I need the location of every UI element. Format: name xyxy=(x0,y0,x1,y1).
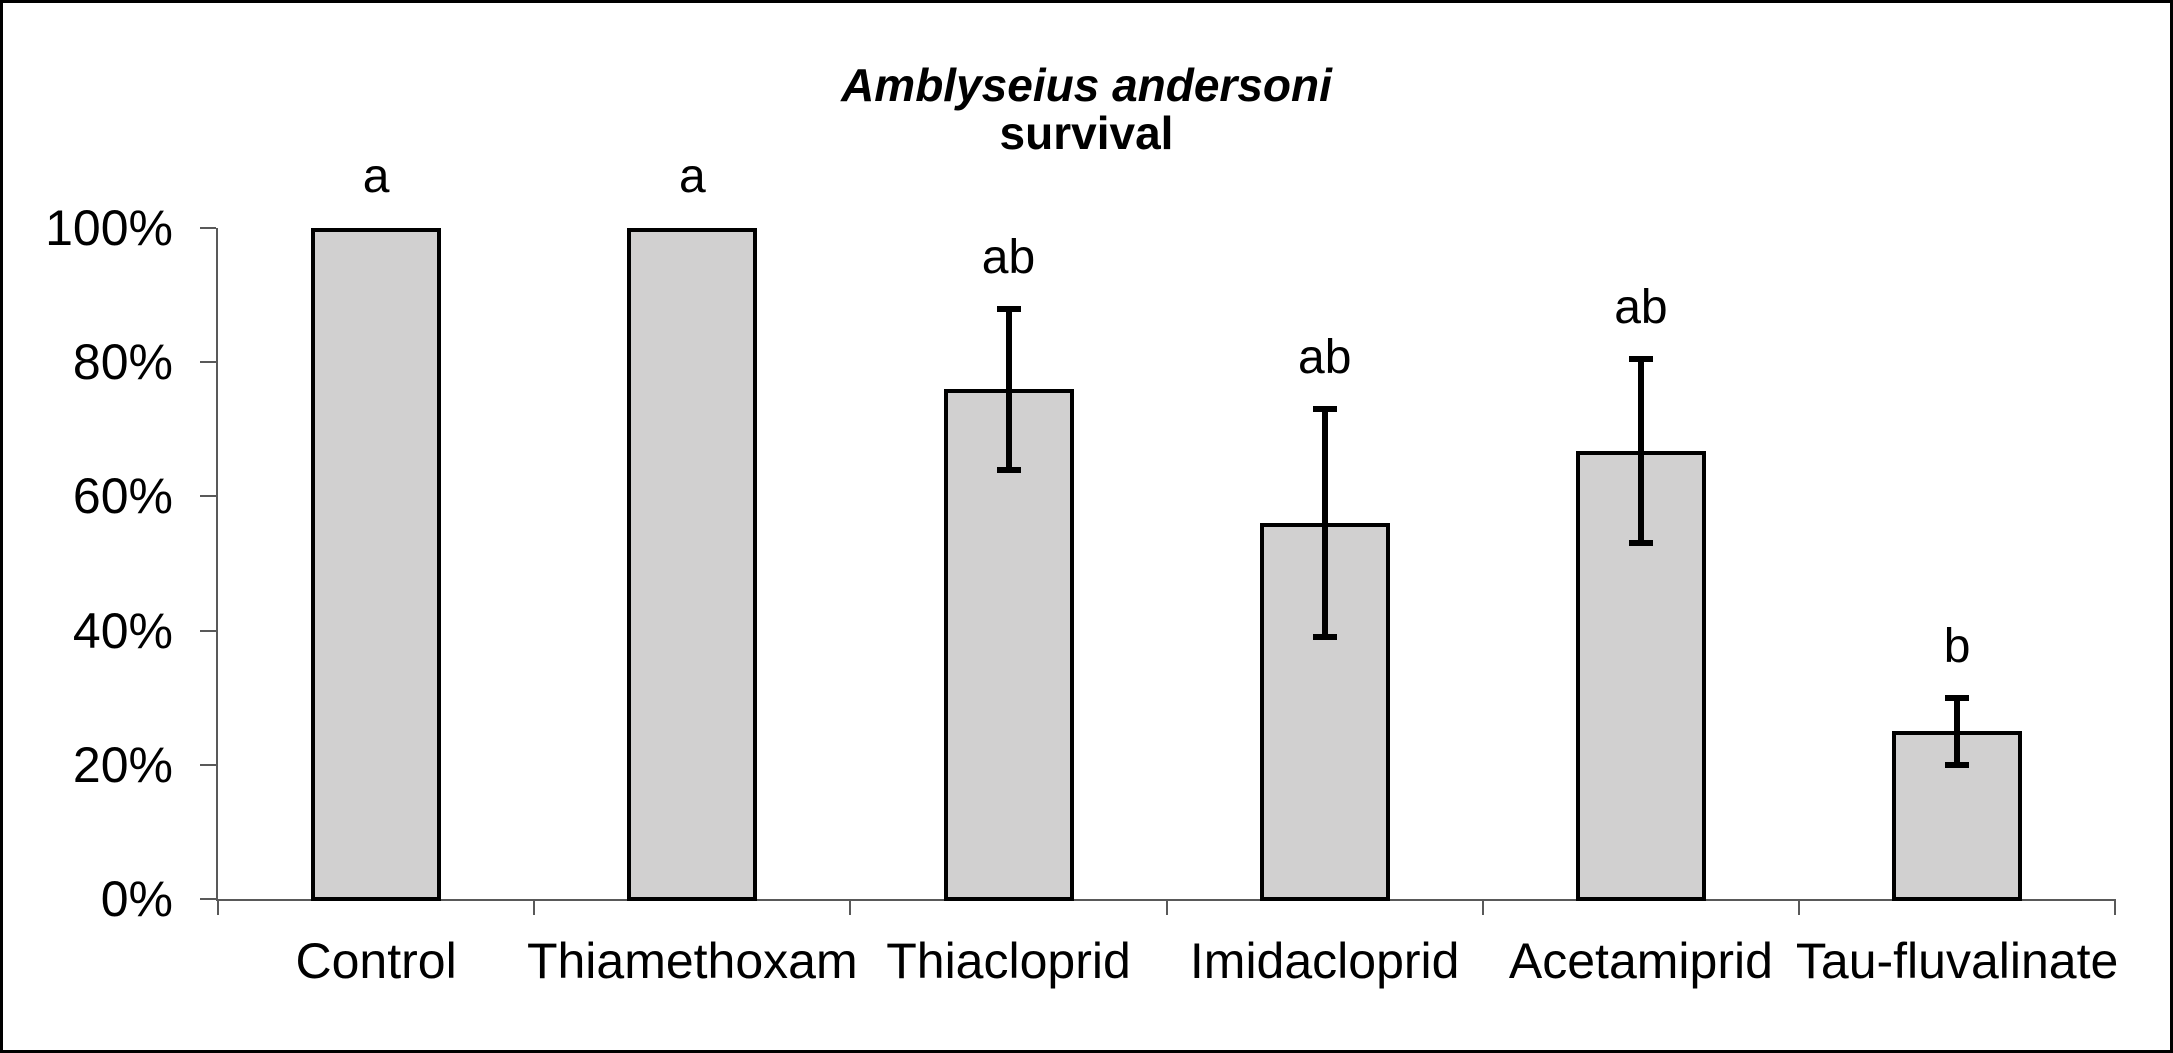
chart-title: Amblyseius andersoni survival xyxy=(3,61,2170,158)
bar-acetamiprid xyxy=(1575,451,1706,901)
error-bar-bottom-cap xyxy=(996,466,1021,473)
error-bar-top-cap xyxy=(1945,694,1970,701)
error-bar-bottom-cap xyxy=(1945,761,1970,768)
error-bar-imidacloprid xyxy=(1321,409,1328,638)
error-bar-top-cap xyxy=(1628,355,1653,362)
error-bar-tau-fluvalinate xyxy=(1954,697,1961,765)
error-bar-bottom-cap xyxy=(1628,540,1653,547)
significance-letter: b xyxy=(1943,619,1971,673)
y-axis-tick xyxy=(200,495,216,498)
y-axis-tick xyxy=(200,763,216,766)
x-axis-tick xyxy=(533,899,536,915)
error-bar-top-cap xyxy=(996,305,1021,312)
y-axis-tick xyxy=(200,898,216,900)
y-axis-line xyxy=(216,228,218,901)
y-axis-tick-label: 0% xyxy=(100,871,173,927)
y-axis-tick xyxy=(200,227,216,229)
x-axis-label-acetamiprid: Acetamiprid xyxy=(1508,933,1773,989)
x-axis-tick xyxy=(2114,899,2117,915)
x-axis-tick xyxy=(849,899,852,915)
x-axis-label-thiacloprid: Thiacloprid xyxy=(886,933,1131,989)
x-axis-label-control: Control xyxy=(295,933,457,989)
bar-thiamethoxam xyxy=(627,228,758,901)
x-axis-tick xyxy=(1798,899,1800,915)
y-axis-tick-label: 100% xyxy=(45,200,173,256)
x-axis-tick xyxy=(1165,899,1168,915)
x-axis-label-imidacloprid: Imidacloprid xyxy=(1189,933,1460,989)
chart-title-species-line: Amblyseius andersoni xyxy=(841,59,1332,111)
error-bar-acetamiprid xyxy=(1637,358,1644,544)
significance-letter: ab xyxy=(1614,280,1668,334)
significance-letter: ab xyxy=(981,230,1036,284)
significance-letter: a xyxy=(362,150,390,203)
significance-letter: a xyxy=(678,150,706,203)
x-axis-tick xyxy=(1481,899,1484,915)
y-axis-tick-label: 80% xyxy=(72,334,173,391)
error-bar-thiacloprid xyxy=(1005,308,1012,470)
error-bar-bottom-cap xyxy=(1312,634,1337,641)
error-bar-top-cap xyxy=(1312,406,1337,413)
y-axis-tick xyxy=(200,361,216,364)
x-axis-label-tau-fluvalinate: Tau-fluvalinate xyxy=(1795,933,2119,989)
significance-letter: ab xyxy=(1297,331,1352,385)
x-axis-tick xyxy=(217,899,219,915)
y-axis-tick-label: 40% xyxy=(72,602,173,659)
chart-title-survival-line: survival xyxy=(999,107,1174,160)
x-axis-label-thiamethoxam: Thiamethoxam xyxy=(526,933,858,989)
y-axis-tick xyxy=(200,629,216,632)
y-axis-tick-label: 20% xyxy=(72,736,173,793)
y-axis-tick-label: 60% xyxy=(72,468,173,525)
bar-control xyxy=(311,228,442,901)
